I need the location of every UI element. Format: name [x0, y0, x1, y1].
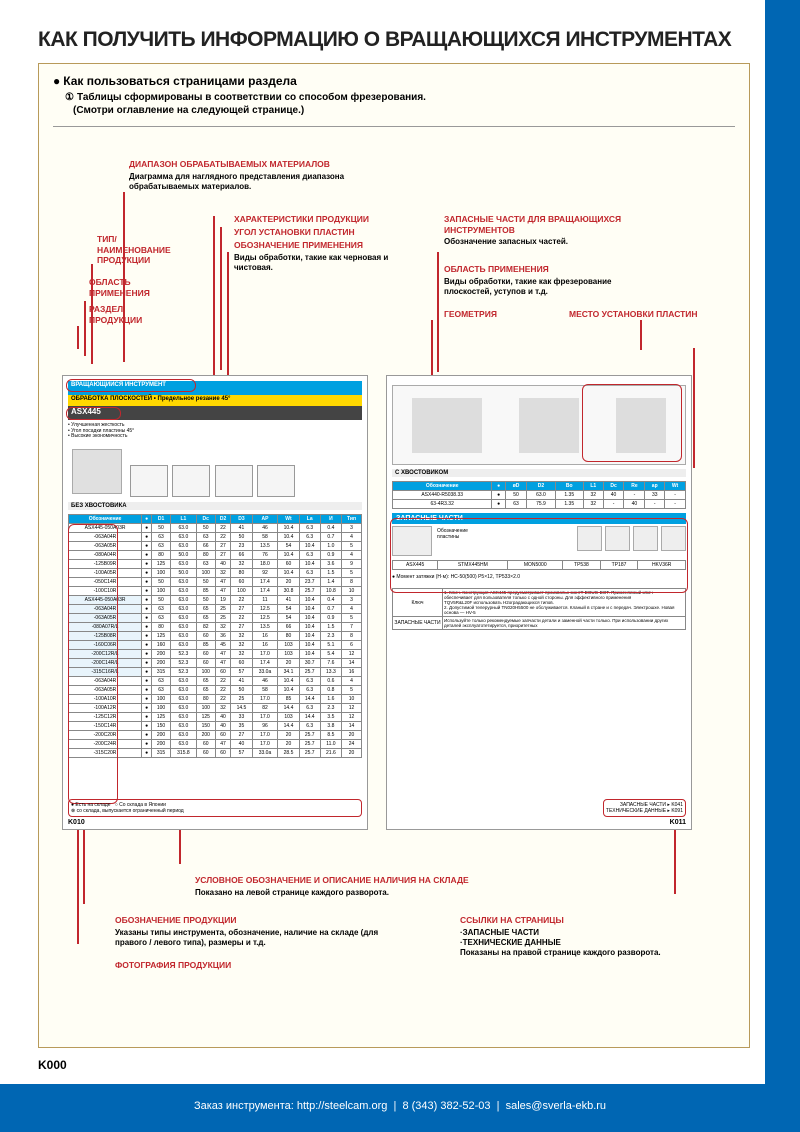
- red-highlight: [68, 524, 118, 804]
- tech-diagram: [215, 465, 253, 497]
- note-1: Таблицы сформированы в соответствии со с…: [65, 92, 735, 103]
- tool-photo: [72, 449, 122, 494]
- sample-pages: ВРАЩАЮЩИЙСЯ ИНСТРУМЕНТ ОБРАБОТКА ПЛОСКОС…: [62, 375, 692, 855]
- footer-sep: |: [494, 1100, 506, 1112]
- red-highlight: [66, 407, 121, 420]
- feature-text: • Улучшенная жесткость• Угол посадки пла…: [63, 420, 367, 443]
- callout-materials: ДИАПАЗОН ОБРАБАТЫВАЕМЫХ МАТЕРИАЛОВ Диагр…: [129, 159, 369, 192]
- leader: [84, 301, 86, 356]
- tech-diagram: [257, 465, 295, 497]
- sample-page-right: С ХВОСТОВИКОМ Обозначение●øDD2BoL1DcReap…: [386, 375, 692, 830]
- footer-sep: |: [390, 1100, 402, 1112]
- callout-spare: ЗАПАСНЫЕ ЧАСТИ ДЛЯ ВРАЩАЮЩИХСЯ ИНСТРУМЕН…: [444, 214, 634, 247]
- page-number: K010: [68, 819, 85, 826]
- page-title: КАК ПОЛУЧИТЬ ИНФОРМАЦИЮ О ВРАЩАЮЩИХСЯ ИН…: [38, 28, 750, 51]
- section-heading: Как пользоваться страницами раздела: [53, 74, 735, 88]
- page-code: K000: [38, 1058, 67, 1072]
- callout-section: РАЗДЕЛ ПРОДУКЦИИ: [89, 304, 169, 327]
- tech-diagram: [172, 465, 210, 497]
- leader: [640, 320, 642, 350]
- variant-label: С ХВОСТОВИКОМ: [392, 469, 686, 477]
- note-2: (Смотри оглавление на следующей странице…: [73, 105, 735, 116]
- leader: [437, 252, 439, 372]
- footer-prefix: Заказ инструмента:: [194, 1100, 297, 1112]
- sample-page-left: ВРАЩАЮЩИЙСЯ ИНСТРУМЕНТ ОБРАБОТКА ПЛОСКОС…: [62, 375, 368, 830]
- leader: [77, 326, 79, 349]
- leader: [123, 192, 125, 362]
- callout-application: ОБЛАСТЬ ПРИМЕНЕНИЯ Виды обработки, такие…: [444, 264, 614, 297]
- footer-phone: 8 (343) 382-52-03: [402, 1100, 490, 1112]
- red-highlight: [66, 379, 196, 392]
- leader: [693, 348, 695, 468]
- side-bar: [765, 0, 800, 1085]
- callout-photo: ФОТОГРАФИЯ ПРОДУКЦИИ: [115, 960, 315, 973]
- callout-mount: МЕСТО УСТАНОВКИ ПЛАСТИН: [569, 309, 719, 322]
- callout-type: ТИП/ НАИМЕНОВАНИЕ ПРОДУКЦИИ: [97, 234, 177, 268]
- callout-stock: УСЛОВНОЕ ОБОЗНАЧЕНИЕ И ОПИСАНИЕ НАЛИЧИЯ …: [195, 875, 495, 898]
- page-number: K011: [670, 819, 686, 826]
- footer-email: sales@sverla-ekb.ru: [506, 1100, 606, 1112]
- callout-links: ССЫЛКИ НА СТРАНИЦЫ ·ЗАПАСНЫЕ ЧАСТИ ·ТЕХН…: [460, 915, 700, 958]
- red-highlight: [582, 384, 682, 462]
- cutter-render: [519, 398, 579, 453]
- callout-angle: УГОЛ УСТАНОВКИ ПЛАСТИН: [234, 227, 404, 240]
- callout-designation: ОБОЗНАЧЕНИЕ ПРИМЕНЕНИЯ Виды обработки, т…: [234, 240, 404, 273]
- sample-sub: ОБРАБОТКА ПЛОСКОСТЕЙ • Предельное резани…: [68, 395, 362, 406]
- callout-characteristics: ХАРАКТЕРИСТИКИ ПРОДУКЦИИ: [234, 214, 404, 227]
- callout-prod-desig: ОБОЗНАЧЕНИЕ ПРОДУКЦИИ Указаны типы инстр…: [115, 915, 405, 948]
- leader: [227, 252, 229, 382]
- stock-legend: ● Есть на складе ○ Со склада в Японии⊗ с…: [68, 799, 362, 817]
- leader: [91, 264, 93, 364]
- separator: [53, 126, 735, 127]
- callout-area: ОБЛАСТЬ ПРИМЕНЕНИЯ: [89, 277, 169, 300]
- footer-bar: Заказ инструмента: http://steelcam.org |…: [0, 1084, 800, 1132]
- footer-url[interactable]: http://steelcam.org: [297, 1100, 388, 1112]
- spec-table: Обозначение●øDD2BoL1DcReapWt ASX440-R503…: [392, 481, 686, 509]
- cutter-render: [412, 398, 482, 453]
- callout-geometry: ГЕОМЕТРИЯ: [444, 309, 544, 322]
- tool-images: [68, 445, 362, 500]
- variant-label: БЕЗ ХВОСТОВИКА: [68, 502, 362, 510]
- leader: [213, 216, 215, 396]
- red-highlight: [390, 518, 688, 593]
- leader: [220, 227, 222, 370]
- tech-diagram: [130, 465, 168, 497]
- notes-table: Ключ1. Ключ. Конструкция ASX445 предусма…: [392, 588, 686, 630]
- page-links: ЗАПАСНЫЕ ЧАСТИ ▸ K041ТЕХНИЧЕСКИЕ ДАННЫЕ …: [603, 799, 686, 817]
